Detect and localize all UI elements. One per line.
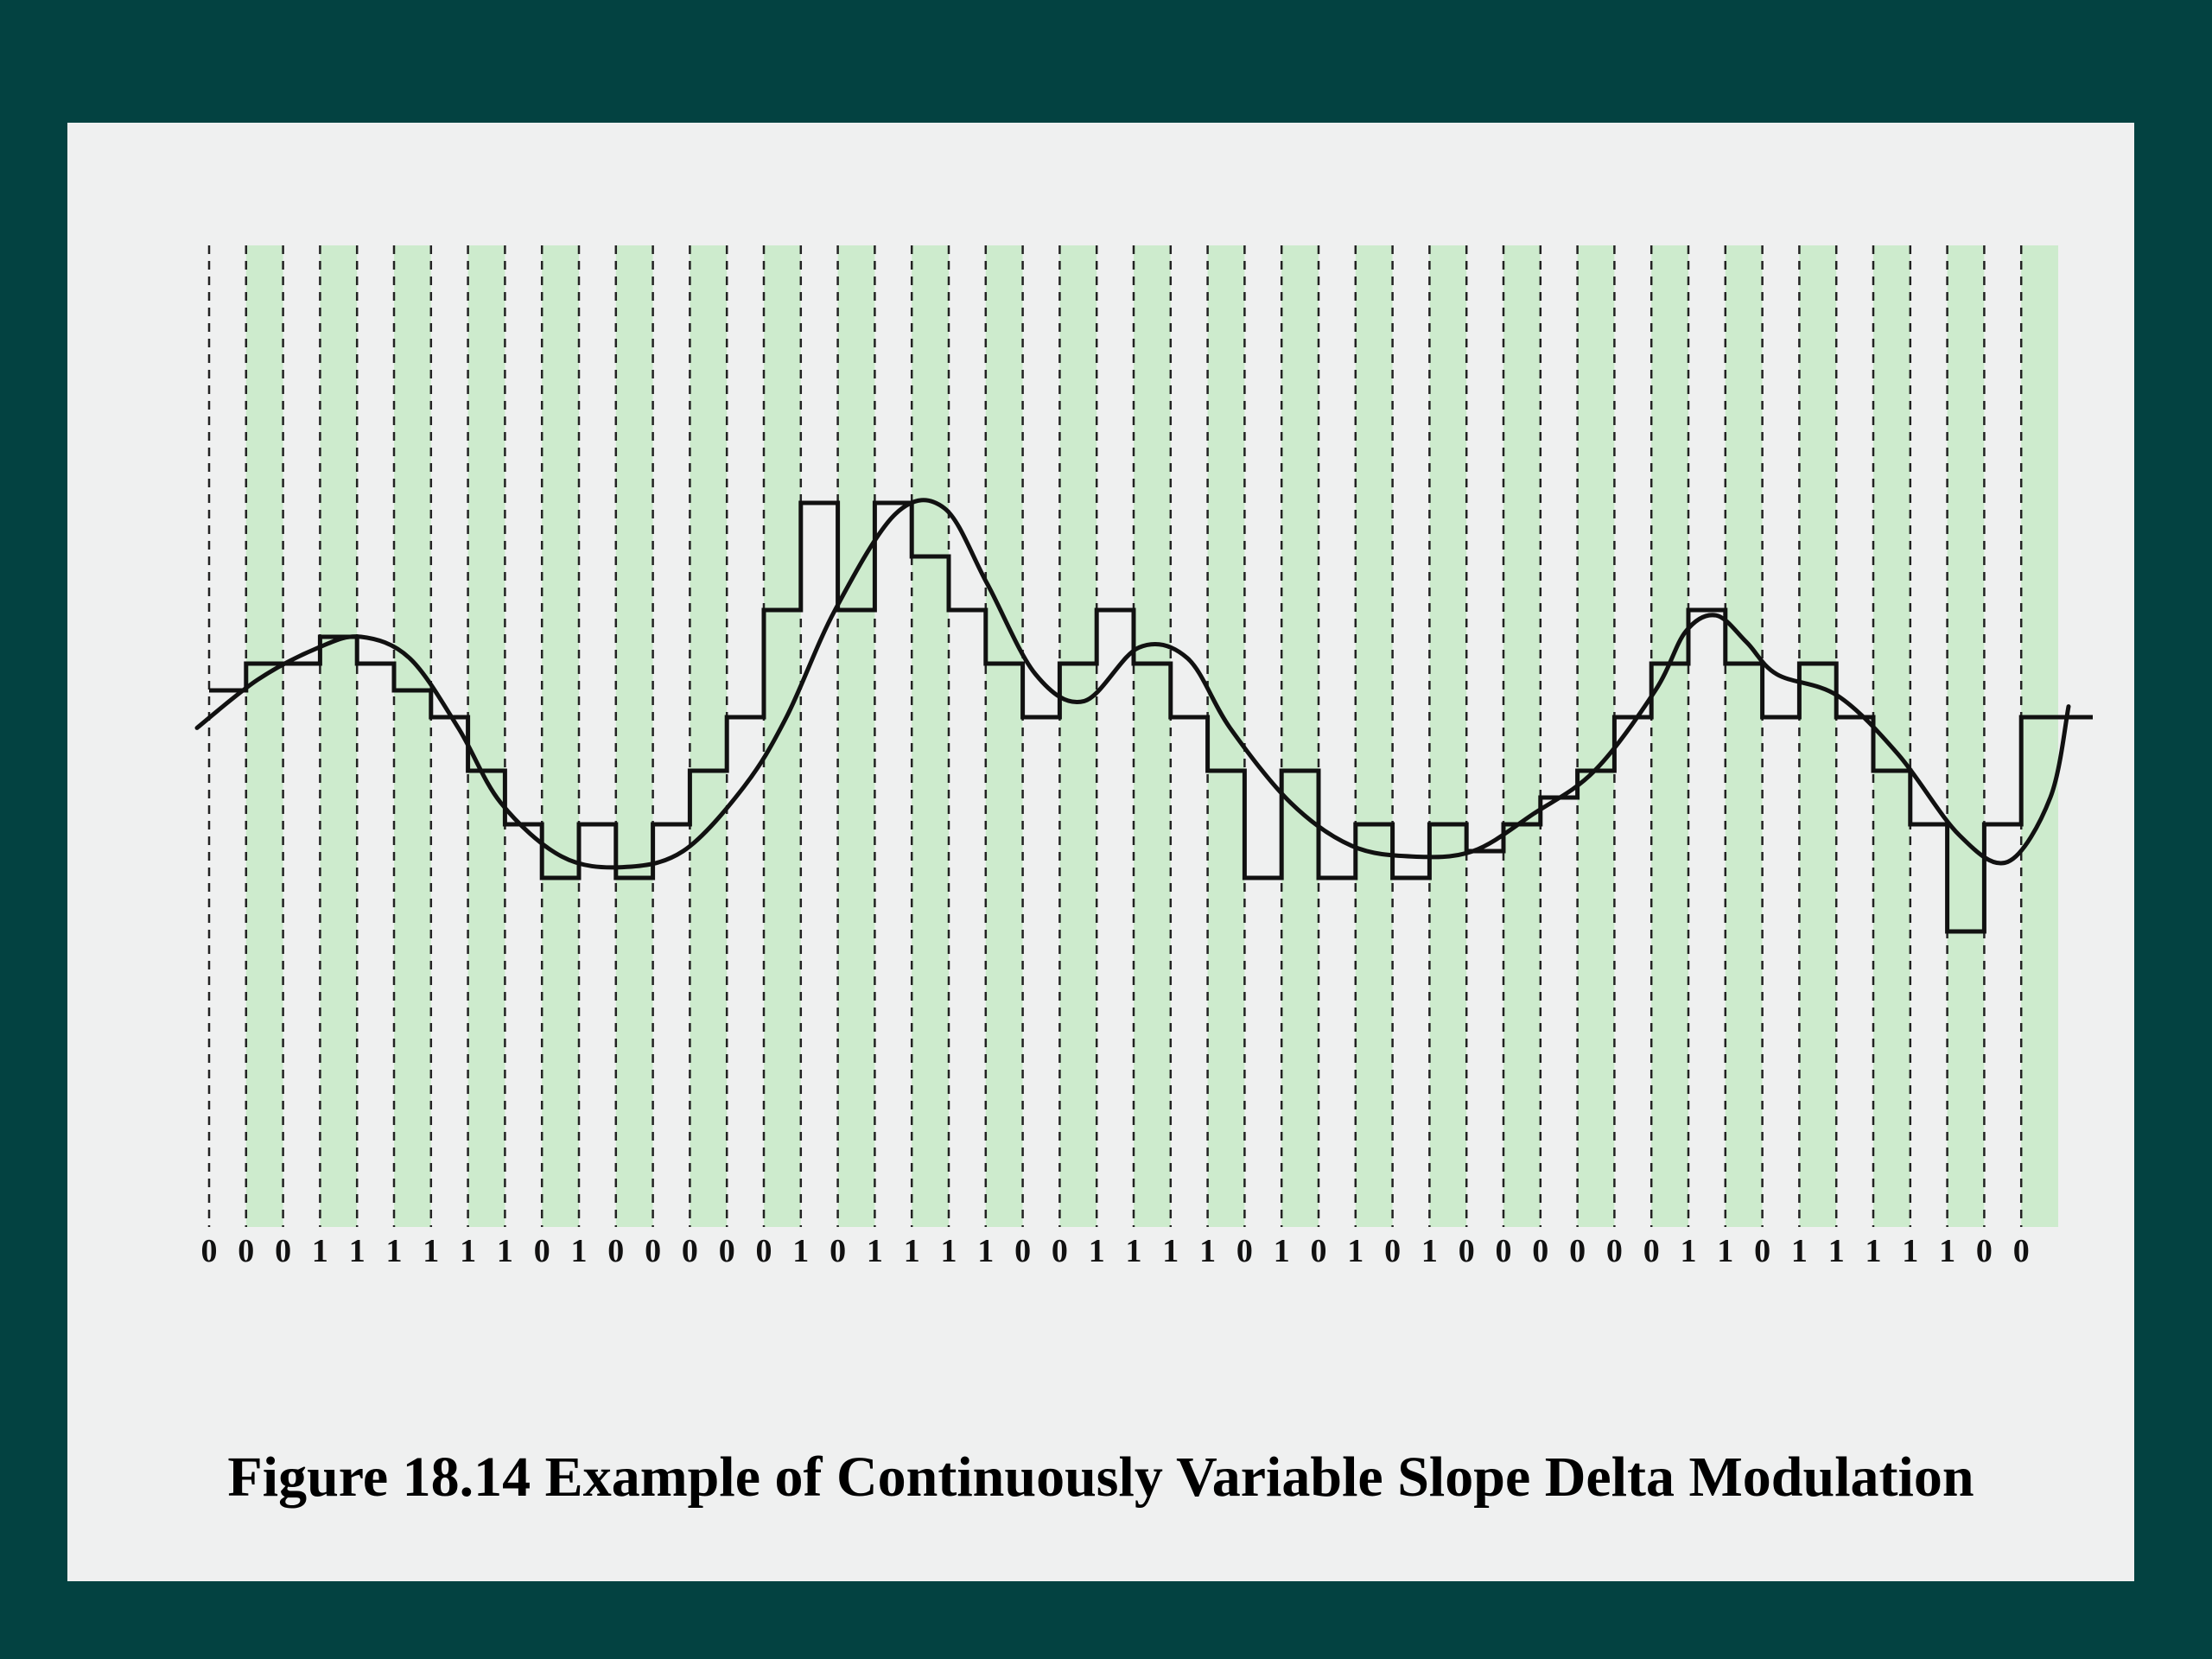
bit-label: 0 [1459,1233,1475,1269]
bit-label: 1 [1421,1233,1438,1269]
bit-label: 0 [201,1233,218,1269]
stripe-band [1281,245,1319,1227]
stripe-band [542,245,579,1227]
bit-label: 1 [1162,1233,1179,1269]
bit-label: 0 [719,1233,735,1269]
bit-label: 1 [497,1233,513,1269]
bit-label: 0 [1236,1233,1253,1269]
bit-label: 1 [460,1233,476,1269]
bit-label: 0 [1384,1233,1401,1269]
bit-label: 1 [1939,1233,1955,1269]
stripe-band [1429,245,1467,1227]
stripe-band [1651,245,1688,1227]
stripe-band [245,245,283,1227]
stripe-band [394,245,431,1227]
bit-label: 1 [423,1233,439,1269]
bit-label: 0 [756,1233,772,1269]
bit-label: 0 [1976,1233,1993,1269]
stripe-band [837,245,875,1227]
bit-label: 0 [682,1233,698,1269]
stripe-band [2021,245,2058,1227]
bit-label: 0 [1606,1233,1623,1269]
stripe-band [1355,245,1393,1227]
bit-label: 1 [1347,1233,1363,1269]
bit-label: 0 [645,1233,661,1269]
bit-label: 0 [1014,1233,1031,1269]
bit-label: 1 [977,1233,994,1269]
bit-label: 1 [792,1233,809,1269]
stripe-band [1873,245,1910,1227]
bit-label: 0 [1496,1233,1512,1269]
stripe-band [1134,245,1171,1227]
bit-label: 1 [1717,1233,1733,1269]
bit-label: 1 [941,1233,957,1269]
bit-label: 0 [1532,1233,1548,1269]
bit-label: 1 [1866,1233,1882,1269]
bit-label: 0 [830,1233,846,1269]
bit-label: 1 [571,1233,588,1269]
bit-label: 1 [312,1233,328,1269]
stripe-band-group [245,245,2058,1227]
analog-signal-curve [194,498,2071,870]
bit-label: 1 [1274,1233,1290,1269]
bit-label: 0 [2013,1233,2030,1269]
stripe-band [1059,245,1097,1227]
bit-label: 0 [275,1233,291,1269]
bit-label: 1 [1089,1233,1105,1269]
stripe-band [320,245,358,1227]
bit-label: 1 [867,1233,883,1269]
bit-label: 0 [1052,1233,1068,1269]
bit-label: 1 [386,1233,403,1269]
bit-label: 0 [1643,1233,1660,1269]
bit-label: 0 [238,1233,254,1269]
bit-label: 0 [607,1233,624,1269]
stripe-band [1947,245,1985,1227]
bit-label: 1 [1199,1233,1216,1269]
stripe-band [1577,245,1615,1227]
bit-label: 1 [349,1233,365,1269]
bit-label: 1 [1791,1233,1808,1269]
bit-label: 0 [1311,1233,1327,1269]
stripe-band [1799,245,1837,1227]
bit-label: 1 [904,1233,920,1269]
stripe-band [467,245,505,1227]
bit-label: 1 [1126,1233,1142,1269]
bit-label: 0 [534,1233,550,1269]
stripe-band [912,245,949,1227]
bit-label: 1 [1681,1233,1697,1269]
bit-label: 0 [1569,1233,1586,1269]
stripe-band [615,245,653,1227]
stripe-band [985,245,1023,1227]
bit-label: 1 [1828,1233,1845,1269]
stripe-band [1503,245,1541,1227]
bit-label: 0 [1754,1233,1770,1269]
stripe-band [764,245,801,1227]
stripe-band [1725,245,1763,1227]
bit-label: 1 [1902,1233,1918,1269]
stripe-band [1207,245,1245,1227]
figure-caption: Figure 18.14 Example of Continuously Var… [227,1446,1974,1509]
stripe-band [690,245,728,1227]
